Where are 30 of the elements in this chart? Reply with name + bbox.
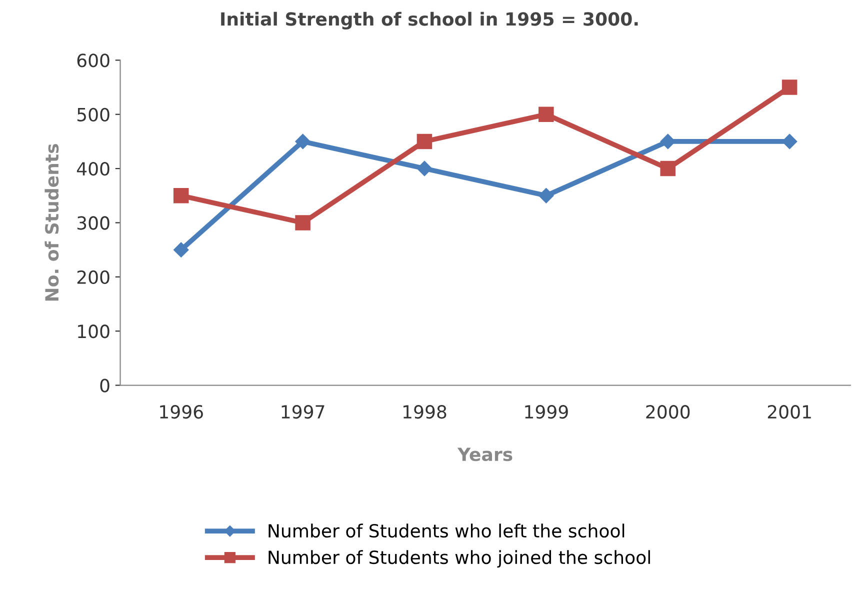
y-axis-title: No. of Students — [44, 144, 59, 301]
point — [782, 134, 798, 150]
legend-label: Number of Students who left the school — [268, 524, 624, 538]
point — [174, 242, 189, 258]
y-tick-label: 600 — [77, 54, 110, 68]
point — [416, 134, 432, 150]
point — [295, 215, 310, 230]
y-tick-label: 200 — [77, 270, 110, 284]
x-tick-label: 1997 — [282, 405, 324, 419]
point — [660, 160, 676, 176]
point — [173, 188, 189, 204]
point — [782, 80, 798, 95]
legend-label: Number of Students who joined the school — [268, 550, 650, 568]
x-tick-label: 1996 — [160, 405, 203, 419]
x-tick-label: 2000 — [646, 405, 690, 419]
chart-title: Initial Strength of school in 1995 = 3000. — [221, 12, 638, 30]
x-tick-label: 1998 — [403, 405, 446, 419]
point — [538, 188, 554, 204]
y-tick-label: 0 — [100, 378, 110, 392]
y-tick-label: 400 — [76, 162, 110, 176]
x-axis-title: Years — [457, 448, 512, 462]
y-tick-label: 300 — [77, 216, 110, 230]
point — [660, 134, 676, 150]
x-tick-label: 1999 — [525, 405, 568, 419]
y-tick-label: 100 — [78, 324, 110, 338]
point — [295, 134, 310, 150]
y-tick-label: 500 — [77, 108, 110, 122]
point — [416, 160, 432, 176]
point — [538, 106, 554, 122]
x-tick-label: 2001 — [768, 405, 811, 419]
